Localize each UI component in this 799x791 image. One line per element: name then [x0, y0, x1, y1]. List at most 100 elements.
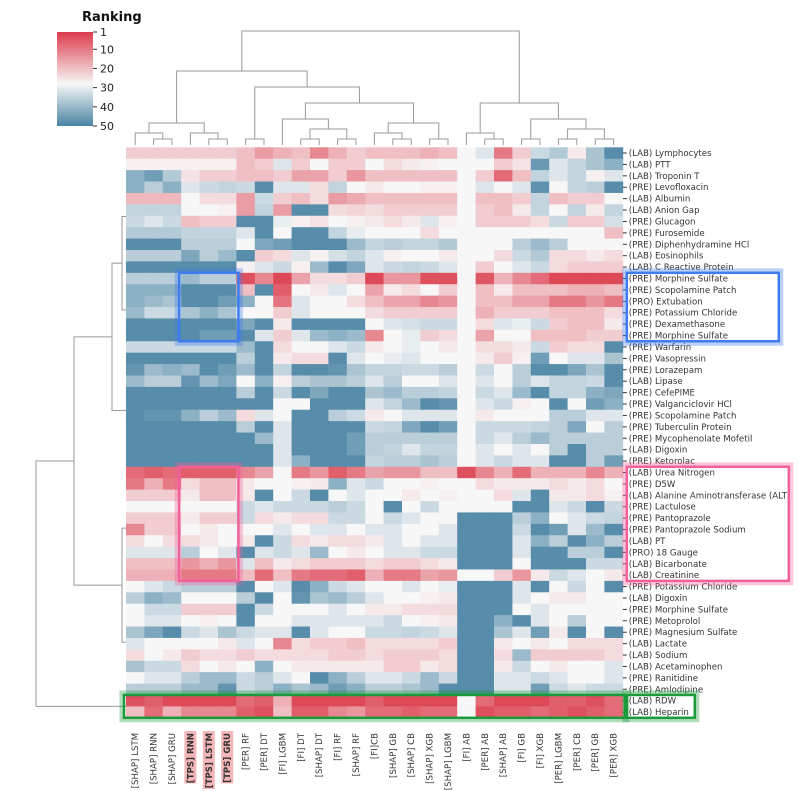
heatmap-cell — [383, 284, 403, 297]
heatmap-cell — [346, 238, 366, 251]
heatmap-cell — [420, 170, 440, 182]
heatmap-cell — [162, 295, 182, 308]
heatmap-cell — [438, 694, 458, 707]
heatmap-cell — [494, 421, 513, 433]
heatmap-cell — [346, 261, 366, 274]
heatmap-cell — [218, 432, 237, 445]
heatmap-cell — [218, 546, 237, 559]
heatmap-cell — [549, 249, 568, 262]
heatmap-cell — [420, 215, 440, 228]
heatmap-cell — [199, 535, 219, 548]
row-label: (LAB) Lactate — [629, 640, 687, 650]
heatmap-cell — [144, 626, 164, 639]
heatmap-cell — [457, 466, 476, 479]
heatmap-cell — [310, 181, 329, 194]
heatmap-cell — [328, 375, 348, 388]
heatmap-cell — [475, 580, 495, 593]
heatmap-cell — [512, 318, 532, 331]
heatmap-cell — [199, 523, 219, 536]
row-label: (PRE) Warfarin — [629, 343, 691, 353]
heatmap-cell — [549, 261, 568, 274]
heatmap-cell — [457, 249, 476, 262]
heatmap-cell — [586, 284, 605, 297]
heatmap-cell — [310, 238, 329, 251]
heatmap-cell — [310, 307, 329, 319]
heatmap-cell — [328, 295, 348, 308]
heatmap-cell — [438, 501, 458, 513]
heatmap-cell — [346, 215, 366, 228]
heatmap-cell — [530, 147, 550, 160]
heatmap-cell — [254, 558, 274, 570]
column-label: [PER] LGBM — [554, 733, 564, 784]
heatmap-cell — [567, 466, 587, 479]
heatmap-cell — [494, 546, 513, 559]
heatmap-cell — [291, 558, 311, 570]
heatmap-cell — [457, 683, 476, 696]
heatmap-cell — [494, 147, 513, 160]
heatmap-cell — [254, 694, 274, 707]
heatmap-cell — [199, 637, 219, 650]
heatmap-cell — [420, 421, 440, 433]
heatmap-cell — [162, 569, 182, 582]
heatmap-cell — [604, 615, 624, 627]
heatmap-cell — [144, 386, 164, 399]
heatmap-cell — [586, 375, 605, 388]
heatmap-cell — [586, 295, 605, 308]
heatmap-cell — [328, 227, 348, 239]
row-label: (LAB) Bicarbonate — [629, 560, 707, 570]
heatmap-cell — [383, 318, 403, 331]
heatmap-cell — [346, 352, 366, 365]
row-label: (LAB) PT — [629, 537, 666, 547]
heatmap-cell — [126, 249, 145, 262]
row-label: (PRE) Valganciclovir HCl — [629, 400, 732, 410]
heatmap-cell — [218, 318, 237, 331]
heatmap-cell — [402, 398, 421, 411]
heatmap-cell — [549, 238, 568, 251]
heatmap-cell — [494, 637, 513, 650]
heatmap-cell — [586, 261, 605, 274]
heatmap-cell — [383, 409, 403, 422]
heatmap-cell — [273, 192, 292, 205]
heatmap-cell — [328, 249, 348, 262]
heatmap-cell — [512, 204, 532, 217]
heatmap-cell — [328, 523, 348, 536]
heatmap-cell — [475, 364, 495, 376]
heatmap-cell — [512, 307, 532, 319]
heatmap-cell — [126, 158, 145, 171]
heatmap-cell — [586, 421, 605, 433]
heatmap-cell — [218, 512, 237, 525]
heatmap-cell — [254, 409, 274, 422]
heatmap-cell — [457, 706, 476, 719]
heatmap-cell — [126, 307, 145, 319]
heatmap-cell — [567, 147, 587, 160]
heatmap-cell — [218, 637, 237, 650]
heatmap-cell — [365, 261, 384, 274]
heatmap-cell — [328, 683, 348, 696]
column-label: [SHAP] RF — [352, 733, 362, 776]
heatmap-cell — [402, 672, 421, 684]
heatmap-cell — [365, 466, 384, 479]
heatmap-cell — [530, 649, 550, 662]
heatmap-cell — [218, 295, 237, 308]
column-label: [PER] GB — [591, 733, 601, 772]
heatmap-cell — [181, 409, 200, 422]
heatmap-cell — [512, 170, 532, 182]
heatmap-cell — [604, 443, 624, 456]
heatmap-cell — [328, 512, 348, 525]
heatmap-cell — [567, 421, 587, 433]
heatmap-cell — [218, 238, 237, 251]
heatmap-cell — [586, 637, 605, 650]
heatmap-cell — [512, 592, 532, 605]
highlight-box-cells — [177, 271, 240, 343]
heatmap-cell — [604, 181, 624, 194]
heatmap-cell — [273, 535, 292, 548]
heatmap-cell — [291, 432, 311, 445]
heatmap-cell — [438, 649, 458, 662]
heatmap-cell — [199, 466, 219, 479]
heatmap-cell — [567, 706, 587, 719]
heatmap-cell — [144, 501, 164, 513]
heatmap-cell — [218, 694, 237, 707]
heatmap-cell — [346, 615, 366, 627]
heatmap-cell — [126, 261, 145, 274]
heatmap-cell — [438, 295, 458, 308]
